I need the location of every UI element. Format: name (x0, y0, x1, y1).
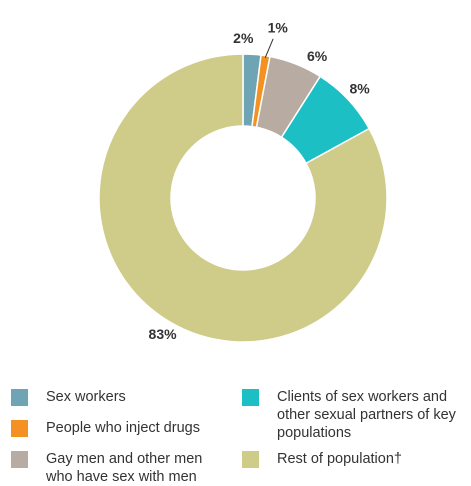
legend-swatch-rest-of-population (242, 451, 259, 468)
slice-rest-of-population (98, 53, 388, 343)
legend-swatch-people-who-inject-drugs (11, 420, 28, 437)
legend-item-clients-of-sex-workers: Clients of sex workers and other sexual … (242, 388, 467, 442)
legend-swatch-clients-of-sex-workers (242, 389, 259, 406)
legend-label-people-who-inject-drugs: People who inject drugs (46, 420, 200, 436)
donut-slices (98, 53, 388, 343)
legend-label-gay-men-msm: Gay men and other men who have sex with … (46, 451, 203, 485)
legend-label-sex-workers: Sex workers (46, 389, 126, 405)
legend-swatch-sex-workers (11, 389, 28, 406)
legend-swatch-gay-men-msm (11, 451, 28, 468)
legend-label-clients-of-sex-workers: Clients of sex workers and other sexual … (277, 389, 456, 441)
legend-label-rest-of-population: Rest of population† (277, 451, 402, 467)
value-label-sex-workers: 2% (233, 30, 254, 46)
donut-value-labels: 2% 1% 6% 8% 83% (149, 19, 371, 342)
leader-line-people-who-inject-drugs (264, 38, 274, 58)
legend-item-rest-of-population: Rest of population† (242, 450, 467, 468)
legend-item-gay-men-msm: Gay men and other men who have sex with … (11, 450, 216, 486)
value-label-gay-men-msm: 6% (307, 48, 328, 64)
value-label-people-who-inject-drugs: 1% (268, 19, 289, 35)
legend-item-people-who-inject-drugs: People who inject drugs (11, 419, 236, 437)
legend: Sex workers People who inject drugs Gay … (0, 384, 471, 486)
value-label-rest-of-population: 83% (149, 326, 178, 342)
donut-chart: 2% 1% 6% 8% 83% (98, 19, 388, 343)
legend-item-sex-workers: Sex workers (11, 388, 226, 406)
value-label-clients-of-sex-workers: 8% (350, 80, 371, 96)
